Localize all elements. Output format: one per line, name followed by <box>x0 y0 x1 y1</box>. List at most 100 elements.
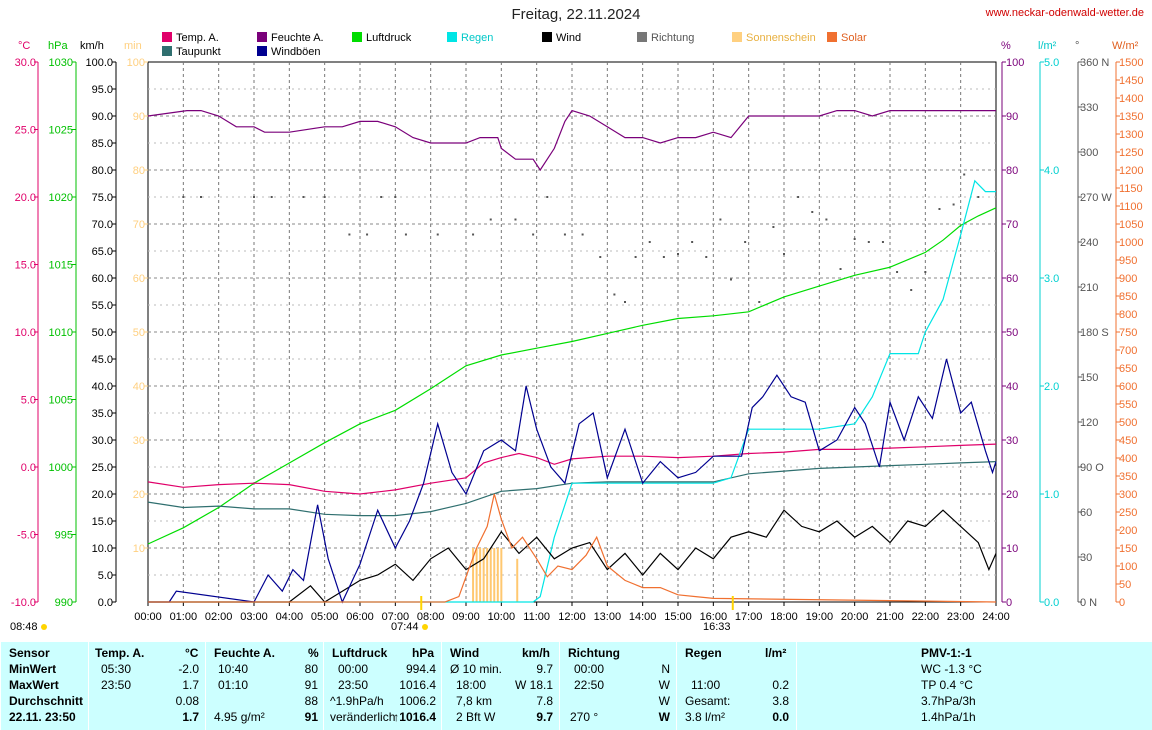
legend-label: Solar <box>841 32 867 44</box>
axis-label-rain: 0.0 <box>1044 597 1059 609</box>
direction-point <box>952 203 955 206</box>
cell-time: 11:00 <box>691 678 721 692</box>
direction-point <box>436 233 439 236</box>
direction-point <box>924 271 927 273</box>
axis-label-pressure: 1020 <box>49 192 73 204</box>
cell-time: 2 Bft W <box>456 710 496 724</box>
col-temp: Temp. A. °C 05:30 23:50 -2.0 1.7 0.08 1.… <box>88 642 206 730</box>
table-header: Regen <box>685 646 722 660</box>
x-tick-label: 00:00 <box>134 611 162 623</box>
axis-label-humidity: 70 <box>1006 219 1018 231</box>
table-header: Sensor <box>9 646 50 660</box>
axis-label-wind: 60.0 <box>92 273 113 285</box>
row-label: Durchschnitt <box>9 694 84 708</box>
x-tick-label: 15:00 <box>664 611 692 623</box>
axis-label-direction: 120 <box>1080 417 1098 429</box>
x-tick-label: 17:00 <box>735 611 763 623</box>
axis-label-sun: 20 <box>133 489 145 501</box>
axis-label-pressure: 990 <box>55 597 73 609</box>
table-header: PMV-1:-1 <box>921 646 972 660</box>
x-tick-label: 22:00 <box>912 611 940 623</box>
axis-label-humidity: 20 <box>1006 489 1018 501</box>
pmv-line: 1.4hPa/1h <box>921 710 976 724</box>
cell-time: 00:00 <box>338 662 369 676</box>
legend-label: Luftdruck <box>366 32 412 44</box>
axis-label-solar: 1050 <box>1119 219 1143 231</box>
axis-label-solar: 600 <box>1119 381 1137 393</box>
x-tick-label: 18:00 <box>770 611 798 623</box>
cell-current: 9.7 <box>536 710 553 724</box>
unit-solar: W/m² <box>1112 40 1139 52</box>
axis-label-rain: 3.0 <box>1044 273 1059 285</box>
axis-label-temp: 20.0 <box>15 192 36 204</box>
direction-point <box>677 253 679 255</box>
cell-value: 3.8 <box>772 694 789 708</box>
series-line-solar <box>148 493 997 603</box>
pmv-line: TP 0.4 °C <box>921 678 973 692</box>
site-link[interactable]: www.neckar-odenwald-wetter.de <box>985 7 1144 19</box>
axis-label-solar: 1000 <box>1119 237 1143 249</box>
cell-value: 1.7 <box>182 678 199 692</box>
axis-label-solar: 250 <box>1119 507 1137 519</box>
sunset-marker: 16:33 <box>703 621 731 633</box>
x-tick-label: 08:00 <box>417 611 445 623</box>
row-label: MinWert <box>9 662 57 676</box>
axis-label-wind: 30.0 <box>92 435 113 447</box>
table-header: Wind <box>450 646 480 660</box>
x-tick-label: 24:00 <box>982 611 1010 623</box>
cell-time: 270 ° <box>570 710 599 724</box>
axis-label-humidity: 30 <box>1006 435 1018 447</box>
cell-current: 0.0 <box>772 710 789 724</box>
series-line-wind <box>148 509 997 603</box>
direction-point <box>963 173 966 176</box>
axis-label-solar: 100 <box>1119 561 1137 573</box>
axis-label-direction: 90 O <box>1080 462 1104 474</box>
table-unit: °C <box>185 646 199 660</box>
axis-label-wind: 65.0 <box>92 246 113 258</box>
axis-label-sun: 50 <box>133 327 145 339</box>
cell-current: W <box>658 710 670 724</box>
axis-label-pressure: 1025 <box>49 125 73 137</box>
axis-label-direction: 270 W <box>1080 192 1112 204</box>
legend-label: Windböen <box>271 46 321 58</box>
direction-point <box>758 301 761 303</box>
legend-swatch-wind <box>542 32 552 42</box>
x-tick-label: 09:00 <box>452 611 480 623</box>
cell-value: W 18.1 <box>514 678 553 692</box>
cell-value: 1016.4 <box>399 678 436 692</box>
cell-time: 23:50 <box>101 678 132 692</box>
direction-point <box>783 253 785 255</box>
axis-label-sun: 30 <box>133 435 145 447</box>
axis-label-solar: 450 <box>1119 435 1137 447</box>
cell-time: Ø 10 min. <box>450 662 503 676</box>
table-unit: km/h <box>522 646 551 660</box>
axis-label-temp: 15.0 <box>15 260 36 272</box>
col-humidity: Feuchte A. % 10:40 01:10 4.95 g/m² 80 91… <box>205 642 324 730</box>
axis-label-rain: 2.0 <box>1044 381 1059 393</box>
axis-label-solar: 200 <box>1119 525 1137 537</box>
cell-time: 01:10 <box>218 678 249 692</box>
axis-label-solar: 1450 <box>1119 75 1143 87</box>
legend-swatch-temp <box>162 32 172 42</box>
axis-label-solar: 0 <box>1119 597 1125 609</box>
direction-point <box>648 241 651 243</box>
axis-label-wind: 5.0 <box>98 570 113 582</box>
axis-label-temp: 0.0 <box>21 462 36 474</box>
axis-label-solar: 950 <box>1119 255 1137 267</box>
direction-point <box>867 241 870 243</box>
stats-table: Sensor MinWert MaxWert Durchschnitt 22.1… <box>0 642 1152 730</box>
direction-point <box>394 196 397 198</box>
legend-swatch-humidity <box>257 32 267 42</box>
axis-label-pressure: 1030 <box>49 57 73 69</box>
legend-humidity: Feuchte A. <box>257 32 324 44</box>
axis-label-wind: 45.0 <box>92 354 113 366</box>
direction-point <box>896 271 899 273</box>
direction-point <box>348 233 351 236</box>
direction-point <box>613 293 616 296</box>
axis-label-solar: 750 <box>1119 327 1137 339</box>
row-label: MaxWert <box>9 678 59 692</box>
direction-point <box>366 233 369 236</box>
axis-label-solar: 900 <box>1119 273 1137 285</box>
unit-pressure: hPa <box>48 40 68 52</box>
axis-label-humidity: 60 <box>1006 273 1018 285</box>
